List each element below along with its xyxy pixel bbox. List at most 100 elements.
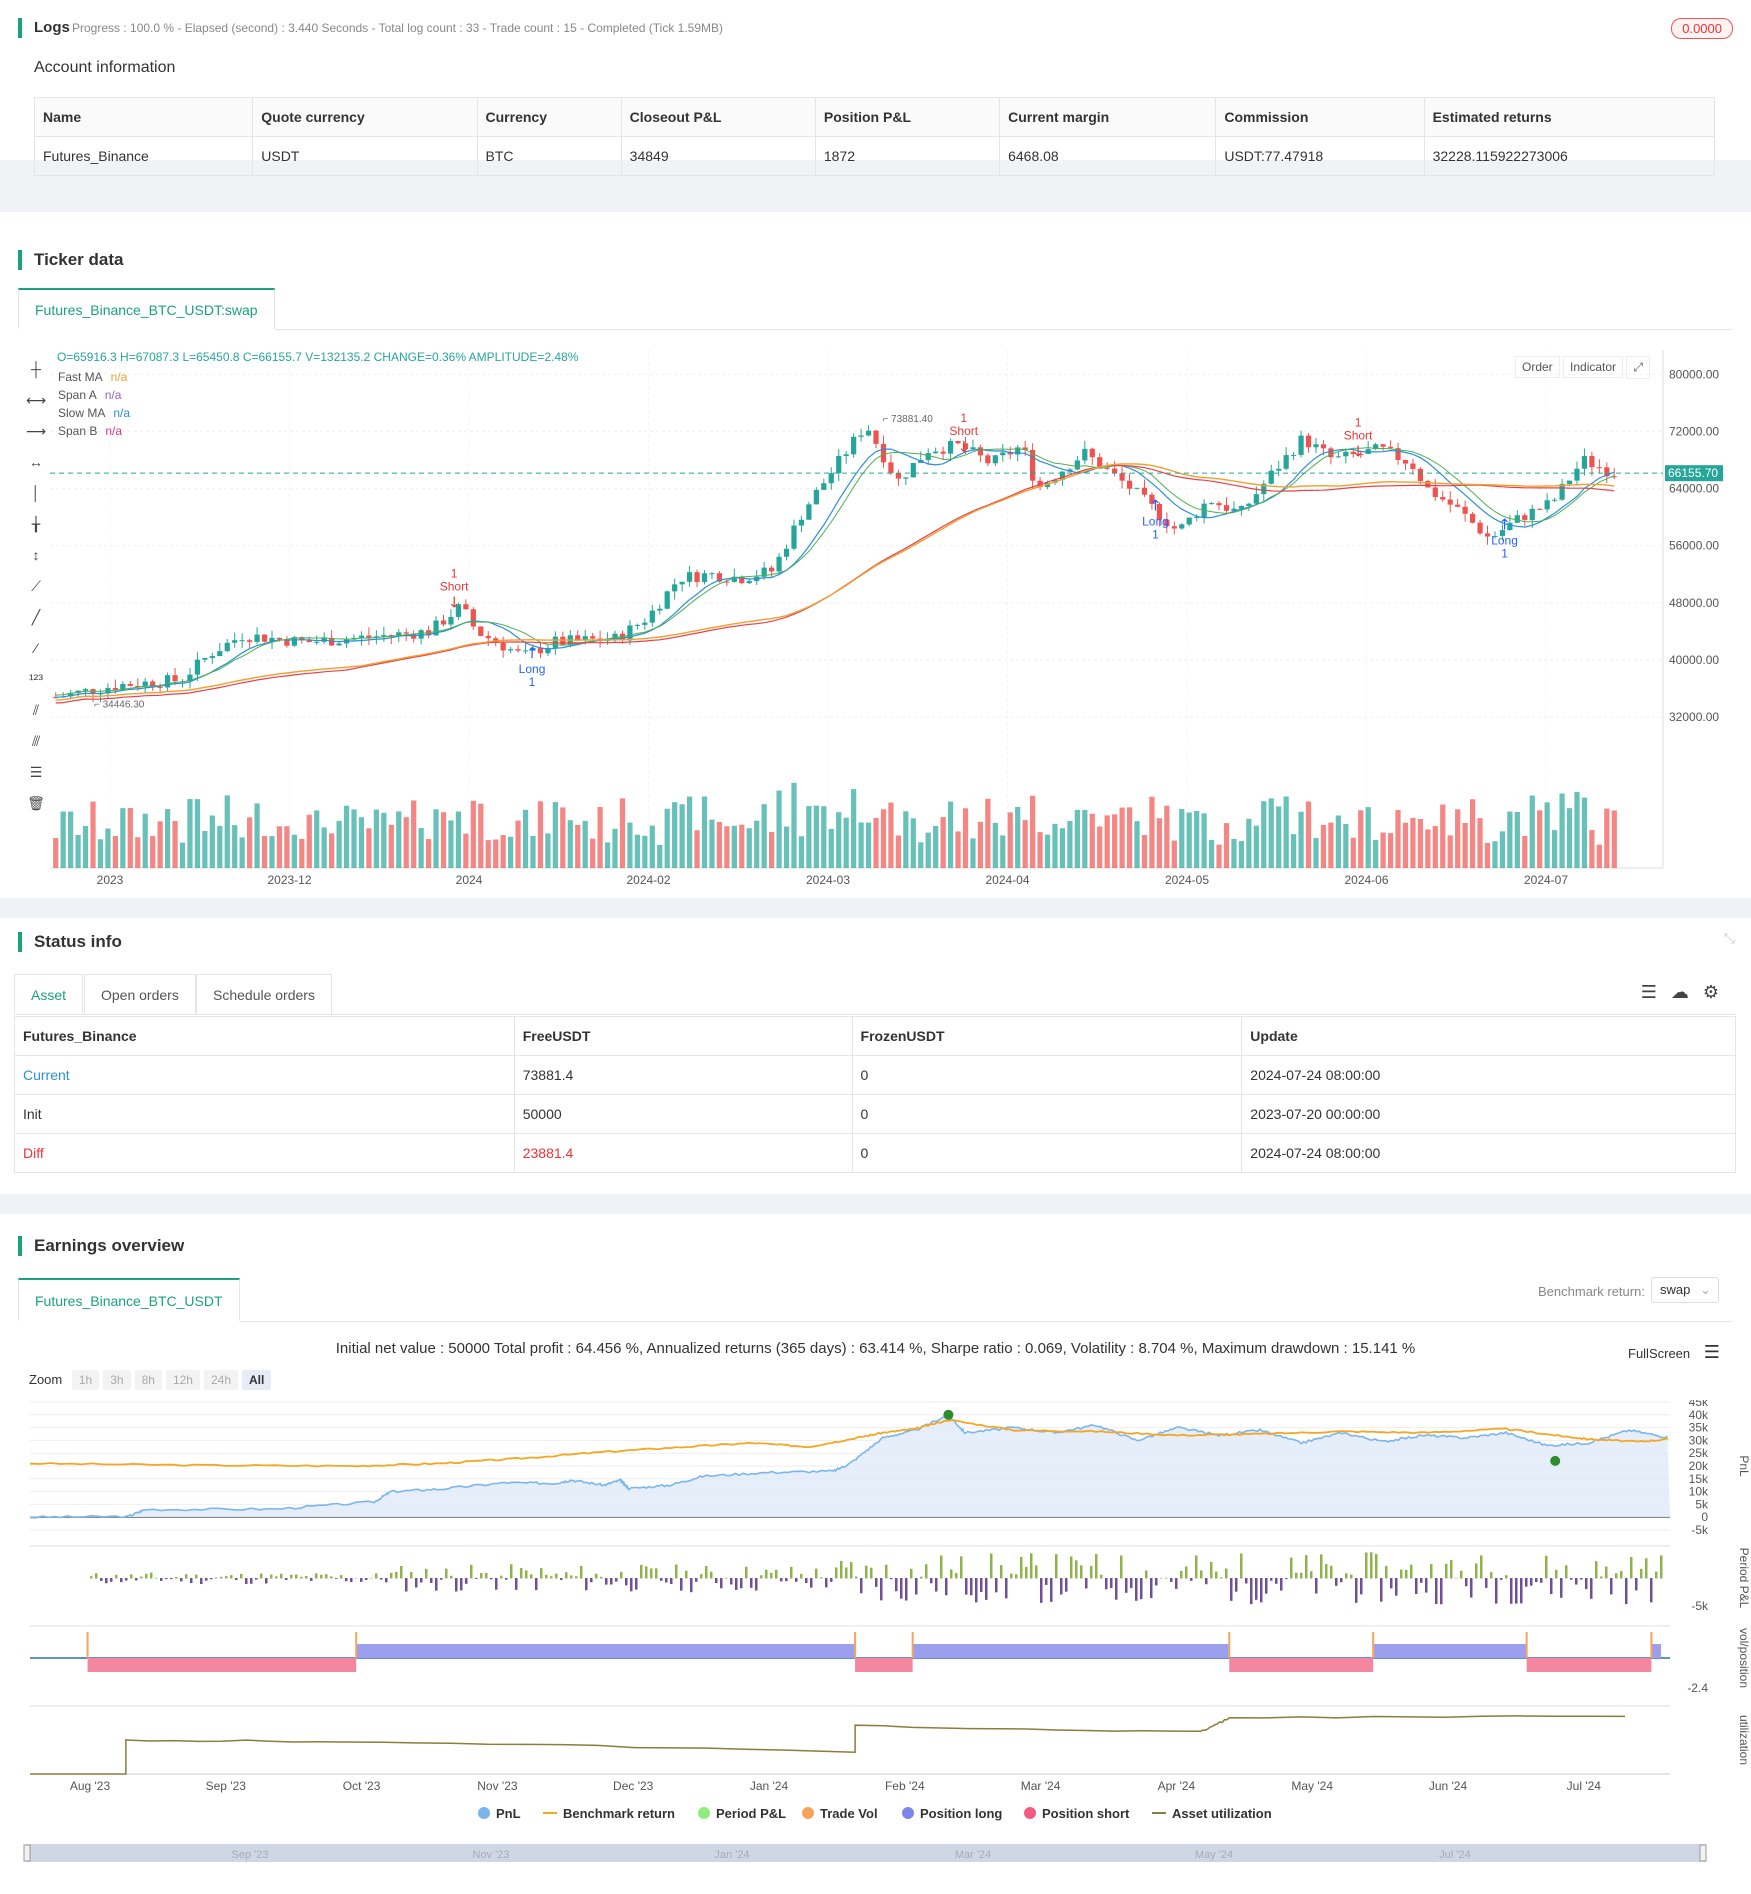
tab-open-orders[interactable]: Open orders (84, 974, 196, 1014)
crosshair-icon[interactable]: ┼ (31, 361, 41, 377)
legend-position-long[interactable]: Position long (902, 1806, 1002, 1821)
vertical-ray-icon[interactable]: ╁ (31, 516, 41, 532)
zoom-12h-button[interactable]: 12h (165, 1370, 200, 1390)
fib-retrace-icon[interactable]: ☰ (29, 764, 43, 780)
candle-body (947, 440, 954, 454)
candle-body (1268, 470, 1274, 484)
candle-body (634, 624, 640, 626)
candlestick-chart[interactable]: 80000.00 72000.00 64000.00 56000.00 48000.00… (0, 340, 1751, 900)
volume-bar (82, 825, 89, 868)
navigator-left-handle[interactable] (23, 1844, 31, 1862)
tab-ticker-symbol[interactable]: Futures_Binance_BTC_USDT:swap (18, 288, 275, 330)
candle-body (1462, 506, 1468, 514)
zoom-8h-button[interactable]: 8h (134, 1370, 162, 1390)
candle-body (1380, 444, 1386, 447)
menu-icon[interactable]: ☰ (1703, 1342, 1720, 1362)
period-pnl-bar (425, 1568, 428, 1579)
indicator-button[interactable]: Indicator (1563, 356, 1624, 378)
horizontal-ray-icon[interactable]: ⟶ (26, 423, 47, 439)
tab-asset[interactable]: Asset (14, 974, 84, 1014)
collapse-icon[interactable]: ⤡ (1723, 930, 1735, 946)
order-button[interactable]: Order (1515, 356, 1560, 378)
volume-bar (612, 828, 618, 868)
period-pnl-bar (1395, 1578, 1398, 1596)
price-label-icon[interactable]: ¹²³ (29, 671, 43, 687)
period-pnl-bar (1640, 1568, 1643, 1579)
profit-badge: 0.0000 (1671, 18, 1733, 39)
time-tick-label: 2024-05 (1165, 873, 1209, 887)
legend-position-short[interactable]: Position short (1024, 1806, 1129, 1821)
candle-body (485, 635, 491, 639)
candle-body (366, 635, 372, 638)
zoom-3h-button[interactable]: 3h (103, 1370, 131, 1390)
range-navigator[interactable]: Sep '23 Nov '23 Jan '24 Mar '24 May '24 Jul '… (0, 1842, 1751, 1866)
volume-bar (1223, 823, 1230, 868)
legend-period-p-l[interactable]: Period P&L (698, 1806, 786, 1821)
candle-body (970, 447, 976, 449)
candle-body (373, 636, 379, 638)
time-tick-label: 2024-04 (985, 873, 1029, 887)
period-pnl-bar (730, 1578, 733, 1585)
horizontal-line-icon[interactable]: ⟷ (26, 392, 47, 408)
candle-body (1604, 467, 1610, 477)
navigator-right-handle[interactable] (1699, 1844, 1707, 1862)
legend-pnl[interactable]: PnL (478, 1806, 521, 1821)
volume-bar (1492, 841, 1498, 868)
vertical-line-icon[interactable]: │ (31, 485, 41, 501)
candle-body (1552, 499, 1558, 501)
zoom-all-button[interactable]: All (242, 1370, 272, 1390)
period-pnl-bar (1600, 1576, 1603, 1579)
period-pnl-bar (675, 1564, 678, 1579)
period-pnl-bar (610, 1578, 613, 1585)
legend-asset-utilization[interactable]: Asset utilization (1152, 1806, 1272, 1821)
zoom-1h-button[interactable]: 1h (71, 1370, 100, 1390)
settings-icon[interactable]: ⚙ (1702, 982, 1733, 1002)
trend-line-icon[interactable]: ⟋ (31, 578, 41, 594)
legend-trade-vol[interactable]: Trade Vol (802, 1806, 878, 1821)
volume-bar (642, 835, 648, 868)
asset-frozen: 0 (851, 1055, 1243, 1095)
candle-body (1208, 503, 1215, 505)
legend-name: Span A (58, 388, 97, 402)
candle-body (1059, 471, 1066, 480)
period-pnl-bar (250, 1578, 253, 1584)
parallel-channel-icon[interactable]: ⫽ (32, 702, 40, 718)
cloud-download-icon[interactable]: ☁ (1670, 982, 1703, 1002)
segment-line-icon[interactable]: ⁄ (34, 640, 38, 656)
volume-bar (508, 836, 514, 868)
legend-swatch (543, 1812, 557, 1814)
volume-bar (940, 817, 946, 868)
expand-icon[interactable]: ⤢ (1626, 356, 1651, 379)
fib-icon[interactable]: ⫻ (31, 733, 41, 749)
volume-bar (254, 803, 260, 868)
candle-body (1074, 460, 1080, 470)
tab-schedule-orders[interactable]: Schedule orders (196, 974, 332, 1014)
horizontal-segment-icon[interactable]: ↔ (29, 454, 43, 470)
volume-bar (343, 805, 350, 868)
legend-benchmark-return[interactable]: Benchmark return (543, 1806, 675, 1821)
tab-earnings-symbol[interactable]: Futures_Binance_BTC_USDT (18, 1278, 240, 1322)
volume-bar (269, 836, 275, 868)
candle-body (873, 430, 879, 444)
ray-line-icon[interactable]: ╱ (31, 609, 41, 625)
volume-bar (836, 812, 842, 868)
volume-bar (120, 808, 126, 868)
position-long-bar (1373, 1644, 1527, 1658)
period-pnl-bar (1350, 1574, 1353, 1579)
list-icon[interactable]: ☰ (1640, 982, 1671, 1002)
benchmark-select[interactable]: swap ⌄ (1651, 1277, 1719, 1303)
candle-body (261, 634, 268, 642)
time-tick-label: 2024-07 (1524, 873, 1568, 887)
candle-body (739, 576, 745, 584)
fullscreen-button[interactable]: FullScreen ☰ (1628, 1342, 1720, 1363)
zoom-24h-button[interactable]: 24h (203, 1370, 238, 1390)
trash-icon[interactable]: 🗑 (27, 795, 45, 811)
vertical-segment-icon[interactable]: ↕ (32, 547, 40, 563)
